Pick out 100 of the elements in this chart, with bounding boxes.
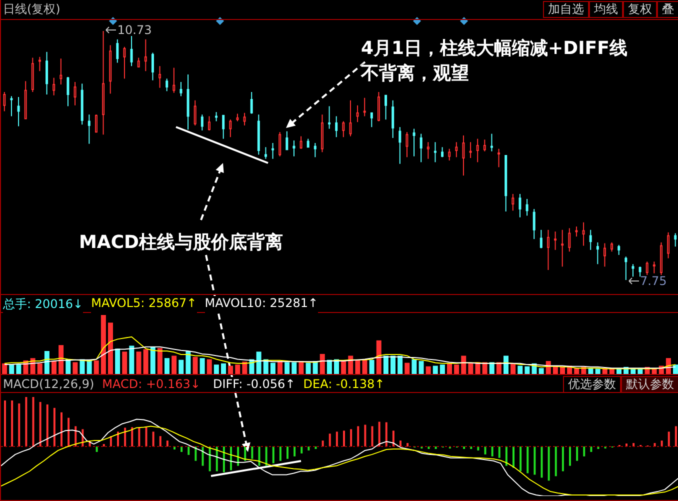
bar [286,446,288,459]
bar [270,362,276,374]
text: DIFF: -0.056↑ [213,377,296,391]
bar [392,430,394,446]
bar [383,356,388,374]
bar [216,446,218,472]
bar [188,446,190,455]
bar [16,364,22,374]
bar [129,346,134,374]
bar [152,432,154,446]
bar [524,366,530,374]
bar [378,422,380,446]
bar [2,363,8,374]
bar [230,446,232,470]
bar [143,349,148,374]
candlestick [102,31,105,136]
candlestick [462,134,465,176]
bar [235,364,240,374]
bar [560,366,565,374]
bar [124,428,126,446]
candlestick [328,106,331,130]
bar [362,359,368,374]
bar [228,366,234,374]
bar [520,446,522,472]
bar [298,361,304,374]
bar [406,443,409,446]
series-label: 总手: 20016↓ [3,296,84,312]
bar [4,400,6,446]
candlestick [554,231,557,250]
candlestick [434,142,436,163]
bar [595,368,600,374]
bar [518,366,523,374]
bar [672,364,678,374]
chart-title: 日线(复权) [3,1,60,18]
bar [336,432,338,446]
bar [588,368,594,374]
candlestick [603,242,606,268]
bar [609,368,614,374]
bar [251,446,254,459]
candlestick [652,261,656,274]
bar [630,368,636,374]
bar [242,362,248,374]
bar [482,362,488,374]
bar [668,432,670,446]
bar [172,356,177,374]
bar [108,322,113,374]
bar [265,446,268,466]
bar [616,368,622,374]
bar [583,446,586,456]
bar [51,361,56,374]
bar [576,446,578,461]
bar [58,345,64,374]
bar [164,358,170,374]
annotation: 10.73 [117,23,152,37]
bar [674,426,677,446]
bar [590,446,592,452]
bar [222,446,225,472]
bar [400,440,402,446]
chart-title: MACD(12,26,9) [3,377,94,391]
bar [178,360,184,374]
bar [491,446,494,456]
bar [554,446,557,476]
bar [357,426,360,446]
candlestick [144,38,147,72]
bar [569,446,571,466]
bar [11,400,14,446]
bar [412,359,417,374]
text: MAVOL5: 25867↑ [91,296,197,312]
text: 默认参数 [621,376,678,392]
bar [131,427,134,446]
bar [53,408,56,446]
bar [220,363,226,374]
bar [446,363,452,374]
bar [60,412,62,446]
candlestick [314,142,316,158]
bar [136,352,142,374]
bar [18,403,20,446]
bar [200,358,205,374]
candlestick [532,208,536,240]
candlestick [526,198,528,216]
bar [94,360,99,374]
bar [376,340,382,374]
annotation: 7.75 [640,274,667,288]
candlestick [546,229,550,270]
bar [320,354,325,374]
bar [294,446,296,456]
bar [32,397,34,446]
bar [505,446,508,466]
bar [355,360,360,374]
bar [489,362,494,374]
bar [432,366,438,374]
bar [159,436,162,446]
bar [322,440,324,446]
bar [652,368,657,374]
bar [122,352,128,374]
bar [328,434,331,446]
bar [192,356,198,374]
bar [194,446,197,461]
bar [306,362,311,374]
bar [562,446,564,472]
